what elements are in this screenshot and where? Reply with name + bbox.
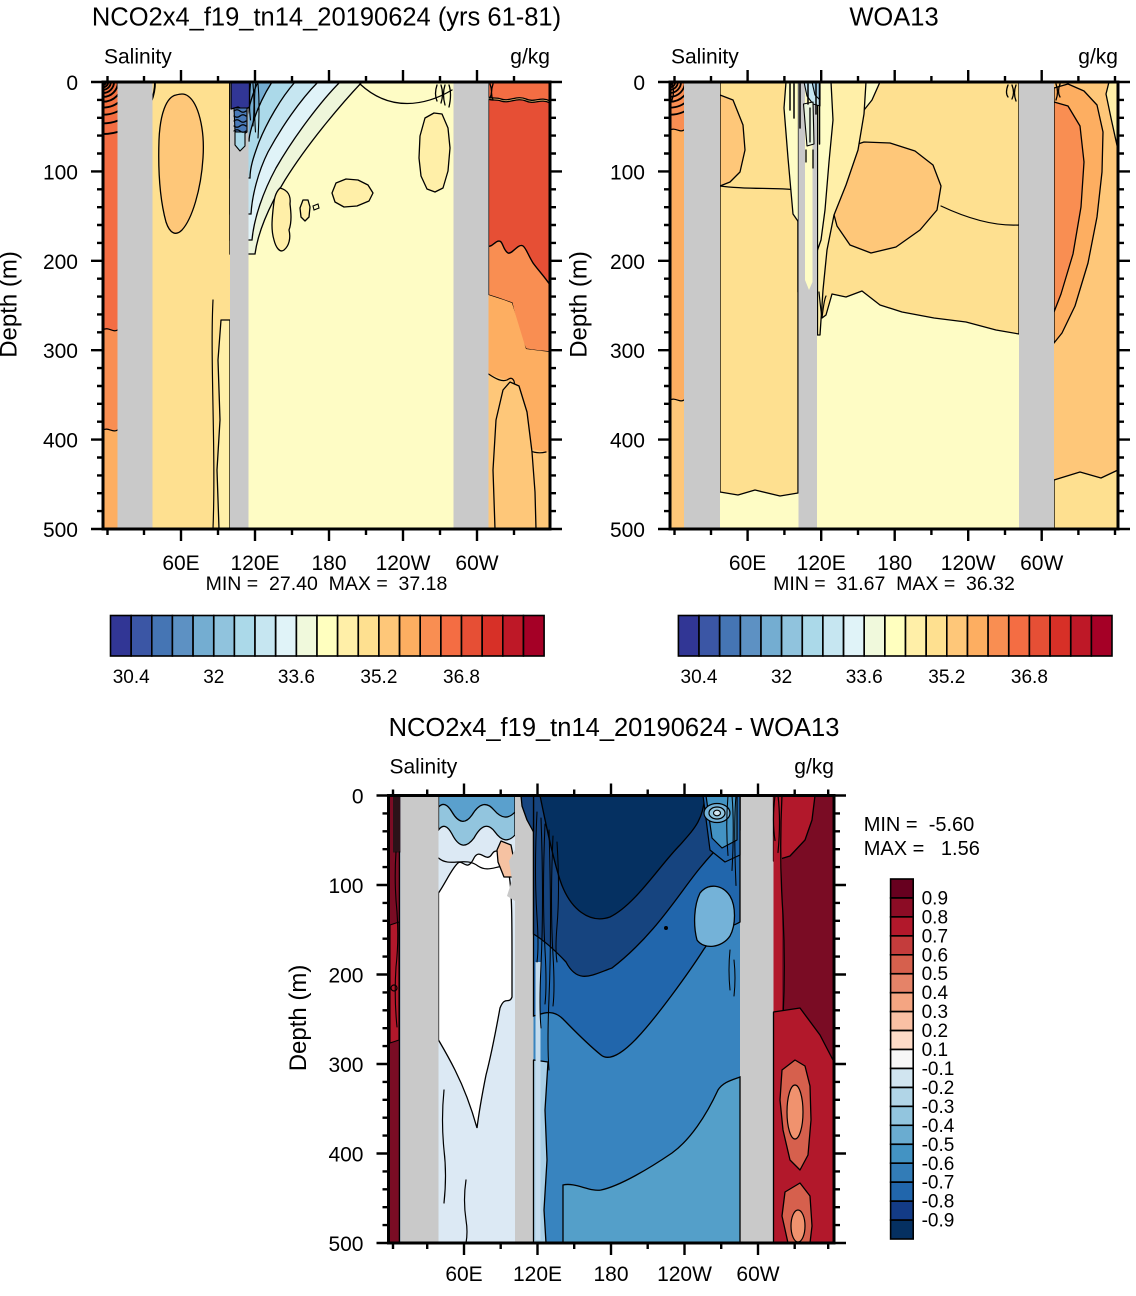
svg-text:-0.1: -0.1 xyxy=(922,1059,955,1080)
svg-text:120W: 120W xyxy=(657,1263,712,1286)
svg-text:0.4: 0.4 xyxy=(922,983,949,1004)
svg-text:200: 200 xyxy=(328,965,363,988)
svg-text:60W: 60W xyxy=(1020,552,1063,575)
svg-text:60E: 60E xyxy=(729,552,766,575)
svg-text:0.1: 0.1 xyxy=(922,1040,948,1061)
svg-text:-0.7: -0.7 xyxy=(922,1173,955,1194)
svg-text:300: 300 xyxy=(610,340,645,363)
svg-text:-0.9: -0.9 xyxy=(922,1211,955,1232)
svg-text:NCO2x4_f19_tn14_20190624 - WOA: NCO2x4_f19_tn14_20190624 - WOA13 xyxy=(389,714,840,742)
svg-text:Depth (m): Depth (m) xyxy=(0,251,23,358)
svg-text:0.9: 0.9 xyxy=(922,889,948,910)
svg-text:Depth (m): Depth (m) xyxy=(285,965,312,1072)
svg-text:-0.3: -0.3 xyxy=(922,1097,955,1118)
svg-text:400: 400 xyxy=(610,430,645,453)
svg-text:180: 180 xyxy=(311,552,346,575)
svg-text:MIN = 31.67 MAX = 36.32: MIN = 31.67 MAX = 36.32 xyxy=(773,573,1015,595)
svg-text:500: 500 xyxy=(610,519,645,542)
svg-text:30.4: 30.4 xyxy=(113,667,150,688)
svg-text:0.5: 0.5 xyxy=(922,964,948,985)
svg-text:-0.5: -0.5 xyxy=(922,1135,955,1156)
svg-text:g/kg: g/kg xyxy=(794,756,834,779)
svg-text:0: 0 xyxy=(633,72,645,95)
svg-text:0.3: 0.3 xyxy=(922,1002,948,1023)
svg-text:500: 500 xyxy=(328,1233,363,1256)
svg-text:60E: 60E xyxy=(445,1263,482,1286)
svg-text:400: 400 xyxy=(328,1144,363,1167)
svg-text:120E: 120E xyxy=(797,552,846,575)
svg-text:g/kg: g/kg xyxy=(510,46,550,69)
svg-text:Salinity: Salinity xyxy=(104,46,172,69)
svg-text:60W: 60W xyxy=(455,552,498,575)
svg-text:MAX = 1.56: MAX = 1.56 xyxy=(864,838,980,860)
svg-text:0: 0 xyxy=(66,72,78,95)
svg-text:-0.2: -0.2 xyxy=(922,1078,955,1099)
svg-text:36.8: 36.8 xyxy=(443,667,480,688)
svg-text:0.2: 0.2 xyxy=(922,1021,948,1042)
svg-text:35.2: 35.2 xyxy=(360,667,397,688)
svg-text:120W: 120W xyxy=(941,552,996,575)
svg-text:Depth (m): Depth (m) xyxy=(566,251,593,358)
svg-text:100: 100 xyxy=(610,161,645,184)
svg-text:33.6: 33.6 xyxy=(278,667,315,688)
svg-text:MIN = -5.60: MIN = -5.60 xyxy=(864,814,975,836)
svg-text:400: 400 xyxy=(43,430,78,453)
svg-text:0.7: 0.7 xyxy=(922,926,948,947)
svg-text:-0.4: -0.4 xyxy=(922,1116,955,1137)
svg-text:300: 300 xyxy=(43,340,78,363)
svg-text:200: 200 xyxy=(610,251,645,274)
svg-text:300: 300 xyxy=(328,1054,363,1077)
svg-text:100: 100 xyxy=(328,875,363,898)
svg-text:MIN = 27.40 MAX = 37.18: MIN = 27.40 MAX = 37.18 xyxy=(206,573,448,595)
svg-text:100: 100 xyxy=(43,161,78,184)
svg-text:32: 32 xyxy=(771,667,792,688)
svg-text:-0.8: -0.8 xyxy=(922,1192,955,1213)
svg-text:WOA13: WOA13 xyxy=(849,4,938,32)
svg-text:35.2: 35.2 xyxy=(928,667,965,688)
svg-text:Salinity: Salinity xyxy=(671,46,739,69)
svg-text:180: 180 xyxy=(593,1263,628,1286)
svg-text:33.6: 33.6 xyxy=(846,667,883,688)
svg-text:NCO2x4_f19_tn14_20190624 (yrs: NCO2x4_f19_tn14_20190624 (yrs 61-81) xyxy=(92,4,561,32)
svg-text:500: 500 xyxy=(43,519,78,542)
svg-text:180: 180 xyxy=(877,552,912,575)
svg-text:120E: 120E xyxy=(230,552,279,575)
svg-text:0: 0 xyxy=(352,786,364,809)
svg-text:-0.6: -0.6 xyxy=(922,1154,955,1175)
svg-text:120W: 120W xyxy=(376,552,431,575)
svg-text:32: 32 xyxy=(203,667,224,688)
svg-text:30.4: 30.4 xyxy=(681,667,718,688)
svg-text:36.8: 36.8 xyxy=(1011,667,1048,688)
svg-text:60W: 60W xyxy=(736,1263,779,1286)
svg-text:60E: 60E xyxy=(162,552,199,575)
svg-text:g/kg: g/kg xyxy=(1078,46,1118,69)
svg-text:0.8: 0.8 xyxy=(922,907,948,928)
svg-text:Salinity: Salinity xyxy=(390,756,458,779)
svg-text:200: 200 xyxy=(43,251,78,274)
svg-text:120E: 120E xyxy=(513,1263,562,1286)
svg-text:0.6: 0.6 xyxy=(922,945,948,966)
